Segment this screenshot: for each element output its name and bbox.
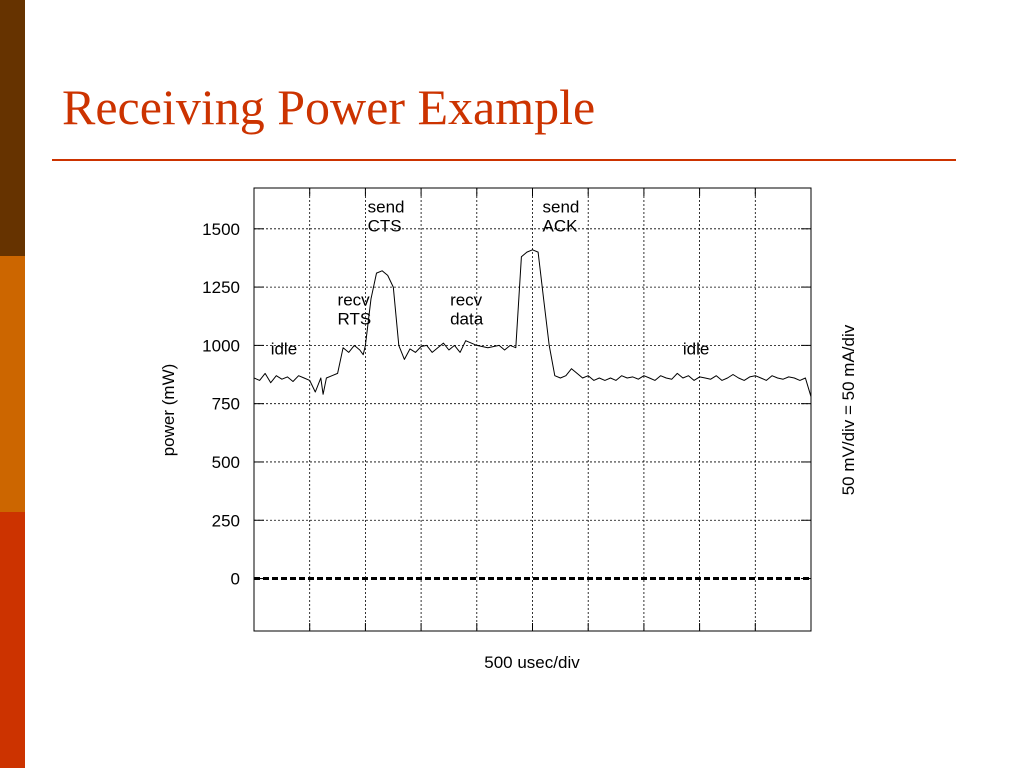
y-tick-label: 0 [231,570,240,589]
y-tick-label: 750 [212,395,240,414]
annotation-label: send [543,197,580,216]
annotation-label: send [368,197,405,216]
annotation-label: data [450,310,484,329]
y-tick-label: 1500 [202,220,240,239]
y-tick-label: 1000 [202,336,240,355]
data-series [253,249,812,580]
accent-bar-middle [0,256,25,512]
y-tick-label: 1250 [202,278,240,297]
annotation-label: idle [683,340,709,359]
grid [254,188,811,631]
annotation-label: idle [271,340,297,359]
annotation-label: CTS [368,216,402,235]
accent-bar-bottom [0,512,25,768]
y-tick-label: 250 [212,511,240,530]
annotation-label: RTS [338,310,372,329]
title-divider [52,159,956,161]
y-axis-label: power (mW) [159,364,178,457]
y-ticks: 0 250 500 750 1000 1250 1500 [202,220,811,589]
right-axis-label: 50 mV/div = 50 mA/div [839,324,858,495]
annotation-label: recv [450,291,483,310]
accent-bar-top [0,0,25,256]
y-tick-label: 500 [212,453,240,472]
power-trace-series [253,249,812,397]
annotation-label: recv [338,291,371,310]
x-axis-label: 500 usec/div [484,653,580,672]
annotation-label: ACK [543,216,579,235]
slide-title: Receiving Power Example [62,79,596,135]
